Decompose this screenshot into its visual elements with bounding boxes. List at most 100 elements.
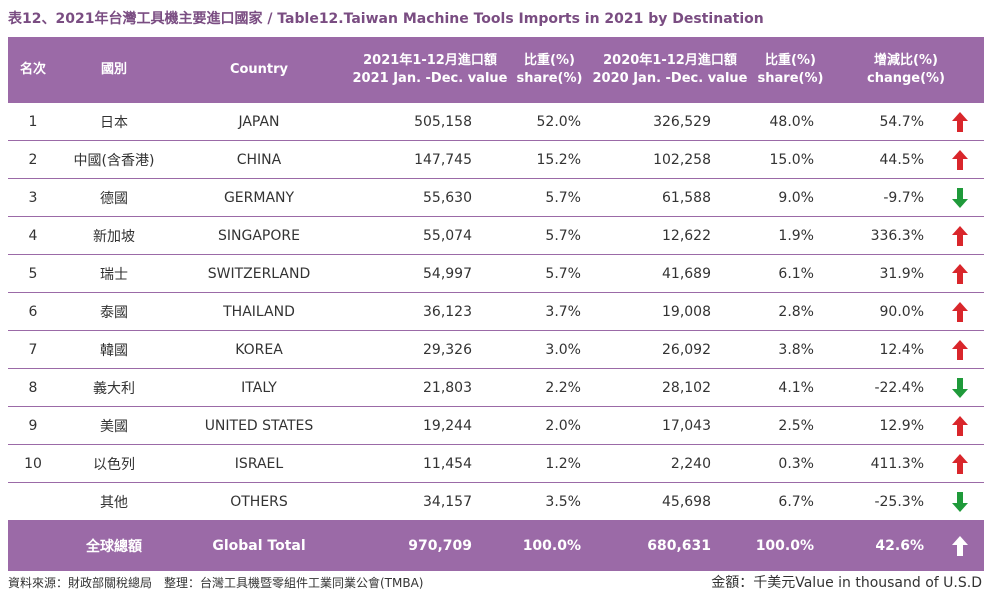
header-share-2020-zh: 比重(%)	[765, 53, 816, 68]
row-value-2020: 19,008	[587, 292, 753, 331]
row-value-2020: 26,092	[587, 330, 753, 369]
total-value-2021: 970,709	[348, 520, 512, 571]
row-share-2021: 3.0%	[512, 330, 587, 369]
row-trend-cell	[936, 368, 984, 407]
row-rank: 2	[8, 140, 58, 179]
row-change: -22.4%	[828, 368, 936, 407]
header-value-2021-en: 2021 Jan. -Dec. value	[352, 71, 508, 86]
row-trend-cell	[936, 292, 984, 331]
row-rank: 5	[8, 254, 58, 293]
row-country: ISRAEL	[170, 444, 348, 483]
row-region: 其他	[58, 482, 170, 521]
row-share-2020: 6.7%	[753, 482, 828, 521]
up-arrow-icon	[952, 263, 968, 284]
row-region: 美國	[58, 406, 170, 445]
table-row: 9 美國 UNITED STATES 19,244 2.0% 17,043 2.5% 12.9…	[8, 406, 984, 445]
row-value-2021: 11,454	[348, 444, 512, 483]
row-value-2021: 29,326	[348, 330, 512, 369]
row-region: 日本	[58, 103, 170, 141]
row-region: 德國	[58, 178, 170, 217]
row-change: 12.4%	[828, 330, 936, 369]
row-trend-cell	[936, 444, 984, 483]
header-share-2021-en: share(%)	[516, 71, 583, 86]
header-row: 名次 國別 Country 2021年1-12月進口額 2021 Jan. -D…	[8, 37, 984, 103]
total-rank	[8, 520, 58, 571]
total-row: 全球總額 Global Total 970,709 100.0% 680,631…	[8, 520, 984, 571]
up-arrow-icon	[952, 453, 968, 474]
header-value-2020: 2020年1-12月進口額 2020 Jan. -Dec. value	[587, 37, 753, 103]
table-row: 2 中國(含香港) CHINA 147,745 15.2% 102,258 15.0% 44.…	[8, 140, 984, 179]
header-share-2021-zh: 比重(%)	[524, 53, 575, 68]
row-rank: 6	[8, 292, 58, 331]
row-value-2021: 55,074	[348, 216, 512, 255]
total-share-2020: 100.0%	[753, 520, 828, 571]
row-country: KOREA	[170, 330, 348, 369]
row-trend-cell	[936, 330, 984, 369]
row-rank	[8, 482, 58, 521]
row-rank: 7	[8, 330, 58, 369]
row-share-2020: 1.9%	[753, 216, 828, 255]
row-region: 新加坡	[58, 216, 170, 255]
row-share-2021: 2.2%	[512, 368, 587, 407]
table-row: 1 日本 JAPAN 505,158 52.0% 326,529 48.0% 54.7%	[8, 103, 984, 141]
row-share-2021: 3.7%	[512, 292, 587, 331]
row-share-2020: 2.8%	[753, 292, 828, 331]
row-value-2021: 36,123	[348, 292, 512, 331]
row-share-2021: 15.2%	[512, 140, 587, 179]
row-share-2020: 0.3%	[753, 444, 828, 483]
table-row: 4 新加坡 SINGAPORE 55,074 5.7% 12,622 1.9% 336.3%	[8, 216, 984, 255]
row-region: 中國(含香港)	[58, 140, 170, 179]
row-value-2020: 326,529	[587, 103, 753, 141]
imports-table: 名次 國別 Country 2021年1-12月進口額 2021 Jan. -D…	[8, 37, 984, 571]
row-trend-cell	[936, 216, 984, 255]
row-share-2021: 5.7%	[512, 178, 587, 217]
row-trend-cell	[936, 406, 984, 445]
row-region: 泰國	[58, 292, 170, 331]
row-region: 瑞士	[58, 254, 170, 293]
row-country: THAILAND	[170, 292, 348, 331]
row-rank: 9	[8, 406, 58, 445]
row-share-2020: 6.1%	[753, 254, 828, 293]
row-country: ITALY	[170, 368, 348, 407]
row-value-2021: 19,244	[348, 406, 512, 445]
header-value-2020-en: 2020 Jan. -Dec. value	[592, 71, 748, 86]
row-value-2020: 12,622	[587, 216, 753, 255]
unit-note: 金額：千美元Value in thousand of U.S.D	[711, 575, 982, 591]
header-share-2020-en: share(%)	[757, 71, 824, 86]
down-arrow-icon	[952, 187, 968, 208]
row-change: 31.9%	[828, 254, 936, 293]
source-note: 資料來源：財政部關稅總局 整理：台灣工具機暨零組件工業同業公會(TMBA)	[8, 576, 424, 590]
header-change-zh: 增減比(%)	[874, 53, 938, 68]
row-country: JAPAN	[170, 103, 348, 141]
up-arrow-icon	[952, 536, 968, 556]
row-value-2020: 28,102	[587, 368, 753, 407]
row-change: 12.9%	[828, 406, 936, 445]
row-rank: 4	[8, 216, 58, 255]
header-value-2020-zh: 2020年1-12月進口額	[603, 53, 737, 68]
row-value-2020: 41,689	[587, 254, 753, 293]
row-share-2020: 3.8%	[753, 330, 828, 369]
row-rank: 8	[8, 368, 58, 407]
row-value-2020: 102,258	[587, 140, 753, 179]
row-region: 義大利	[58, 368, 170, 407]
row-change: 411.3%	[828, 444, 936, 483]
down-arrow-icon	[952, 491, 968, 512]
row-country: CHINA	[170, 140, 348, 179]
row-share-2021: 1.2%	[512, 444, 587, 483]
up-arrow-icon	[952, 111, 968, 132]
table-row: 10 以色列 ISRAEL 11,454 1.2% 2,240 0.3% 411.3%	[8, 444, 984, 483]
row-value-2021: 34,157	[348, 482, 512, 521]
row-value-2021: 147,745	[348, 140, 512, 179]
row-share-2020: 4.1%	[753, 368, 828, 407]
row-change: 90.0%	[828, 292, 936, 331]
total-change: 42.6%	[828, 520, 936, 571]
row-trend-cell	[936, 103, 984, 141]
down-arrow-icon	[952, 377, 968, 398]
row-trend-cell	[936, 482, 984, 521]
row-share-2020: 2.5%	[753, 406, 828, 445]
row-change: 44.5%	[828, 140, 936, 179]
row-share-2021: 5.7%	[512, 254, 587, 293]
table-row: 5 瑞士 SWITZERLAND 54,997 5.7% 41,689 6.1% 31.9%	[8, 254, 984, 293]
total-region: 全球總額	[58, 520, 170, 571]
total-trend-cell	[936, 520, 984, 571]
